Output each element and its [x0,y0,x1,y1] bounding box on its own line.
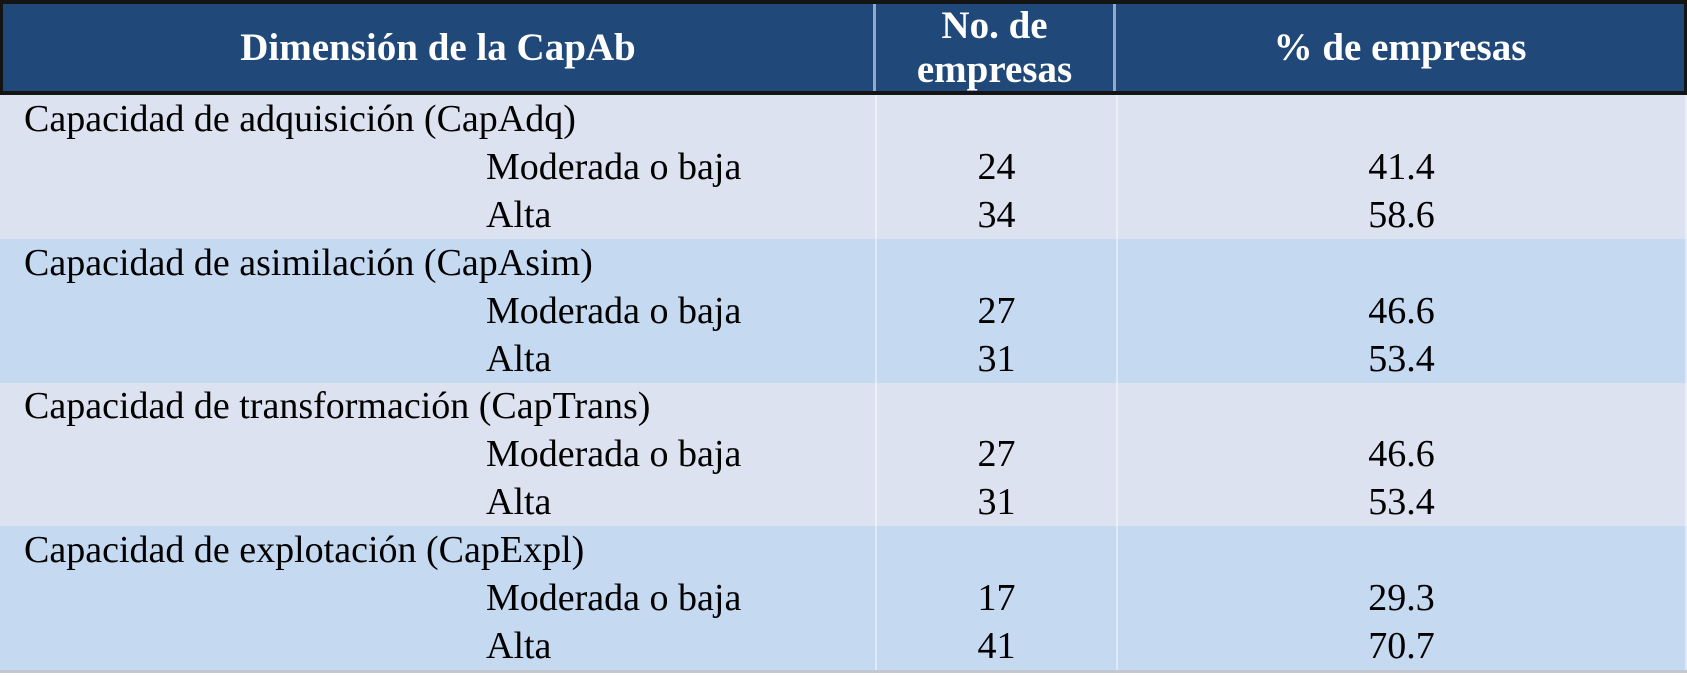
level-label: Alta [486,481,552,524]
n-empresas-value: 17 [875,574,1116,623]
pct-empresas-value [1116,95,1687,143]
table-row-section-capadq: Capacidad de adquisición (CapAdq) [0,95,1687,143]
pct-empresas-value [1116,382,1687,431]
pct-empresas-value [1116,238,1687,287]
pct-empresas-value [1116,526,1687,575]
n-empresas-value: 31 [875,478,1116,527]
n-empresas-value: 24 [875,142,1116,191]
dimension-label: Capacidad de adquisición (CapAdq) [24,97,576,140]
n-empresas-value [875,382,1116,431]
header-pct-empresas: % de empresas [1113,4,1684,91]
table-row-capexpl-moderada: Moderada o baja 17 29.3 [0,574,1687,623]
level-label: Moderada o baja [486,433,742,476]
table-row-capadq-moderada: Moderada o baja 24 41.4 [0,142,1687,191]
pct-empresas-value: 41.4 [1116,142,1687,191]
pct-empresas-value: 53.4 [1116,334,1687,383]
pct-empresas-value: 46.6 [1116,430,1687,479]
pct-empresas-value: 29.3 [1116,574,1687,623]
pct-empresas-value: 70.7 [1116,622,1687,671]
dimension-label: Capacidad de asimilación (CapAsim) [24,241,593,284]
table-row-section-captrans: Capacidad de transformación (CapTrans) [0,382,1687,431]
level-label: Alta [486,337,552,380]
table-row-capexpl-alta: Alta 41 70.7 [0,622,1687,671]
table-row-captrans-moderada: Moderada o baja 27 46.6 [0,430,1687,479]
table-row-section-capasim: Capacidad de asimilación (CapAsim) [0,238,1687,287]
n-empresas-value [875,238,1116,287]
table-row-captrans-alta: Alta 31 53.4 [0,478,1687,527]
header-dimension: Dimensión de la CapAb [240,25,636,69]
n-empresas-value: 27 [875,430,1116,479]
dimension-label: Capacidad de transformación (CapTrans) [24,385,651,428]
table-row-section-capexpl: Capacidad de explotación (CapExpl) [0,526,1687,575]
pct-empresas-value: 53.4 [1116,478,1687,527]
table-row-capasim-moderada: Moderada o baja 27 46.6 [0,286,1687,335]
n-empresas-value: 31 [875,334,1116,383]
level-label: Alta [486,193,552,236]
n-empresas-value [875,95,1116,143]
table-body: Capacidad de adquisición (CapAdq) Modera… [0,95,1687,673]
dimension-label: Capacidad de explotación (CapExpl) [24,529,585,572]
n-empresas-value [875,526,1116,575]
level-label: Moderada o baja [486,289,742,332]
level-label: Alta [486,625,552,668]
pct-empresas-value: 46.6 [1116,286,1687,335]
header-no-empresas: No. de empresas [873,4,1113,91]
level-label: Moderada o baja [486,577,742,620]
n-empresas-value: 27 [875,286,1116,335]
level-label: Moderada o baja [486,145,742,188]
n-empresas-value: 41 [875,622,1116,671]
n-empresas-value: 34 [875,190,1116,239]
table-row-capadq-alta: Alta 34 58.6 [0,190,1687,239]
table-row-capasim-alta: Alta 31 53.4 [0,334,1687,383]
table-header: Dimensión de la CapAb No. de empresas % … [0,0,1687,95]
pct-empresas-value: 58.6 [1116,190,1687,239]
